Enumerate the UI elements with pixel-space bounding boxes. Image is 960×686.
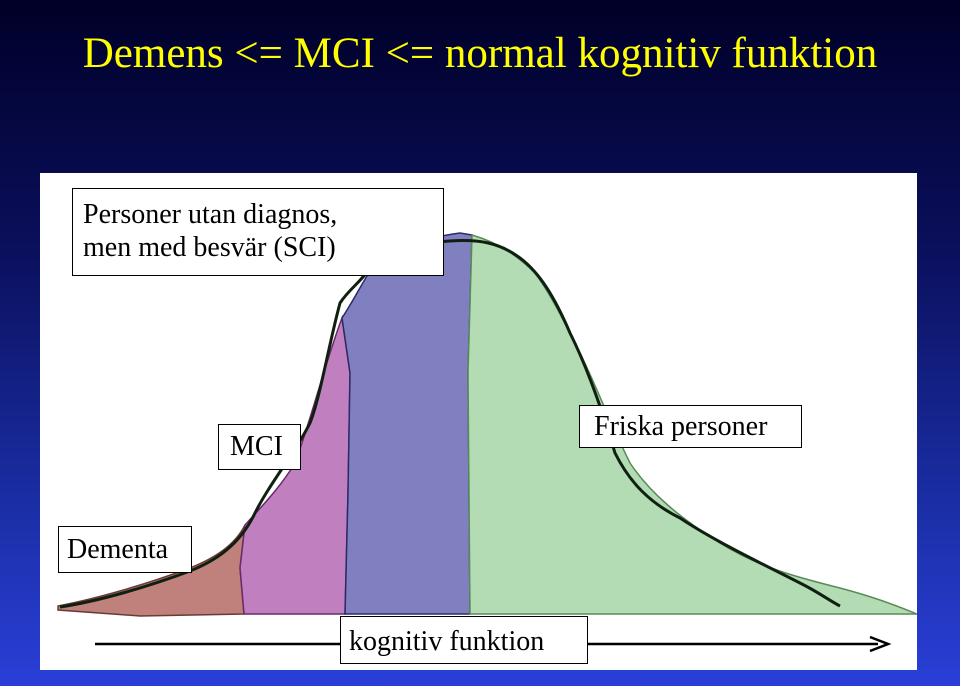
distribution-curve-svg <box>57 232 917 653</box>
friska-label: Friska personer <box>579 405 802 448</box>
sci-label-line1: Personer utan diagnos, <box>83 199 338 230</box>
distribution-diagram: Personer utan diagnos, men med besvär (S… <box>40 173 917 670</box>
x-axis-arrowhead <box>869 635 892 653</box>
dementa-label: Dementa <box>58 526 192 573</box>
x-axis-label: kognitiv funktion <box>340 616 588 664</box>
sci-label-box: Personer utan diagnos, men med besvär (S… <box>72 188 444 276</box>
mci-label: MCI <box>218 424 301 470</box>
sci-label-line2: men med besvär (SCI) <box>83 232 336 263</box>
sci-region <box>341 232 473 615</box>
slide-title: Demens <= MCI <= normal kognitiv funktio… <box>82 30 878 77</box>
